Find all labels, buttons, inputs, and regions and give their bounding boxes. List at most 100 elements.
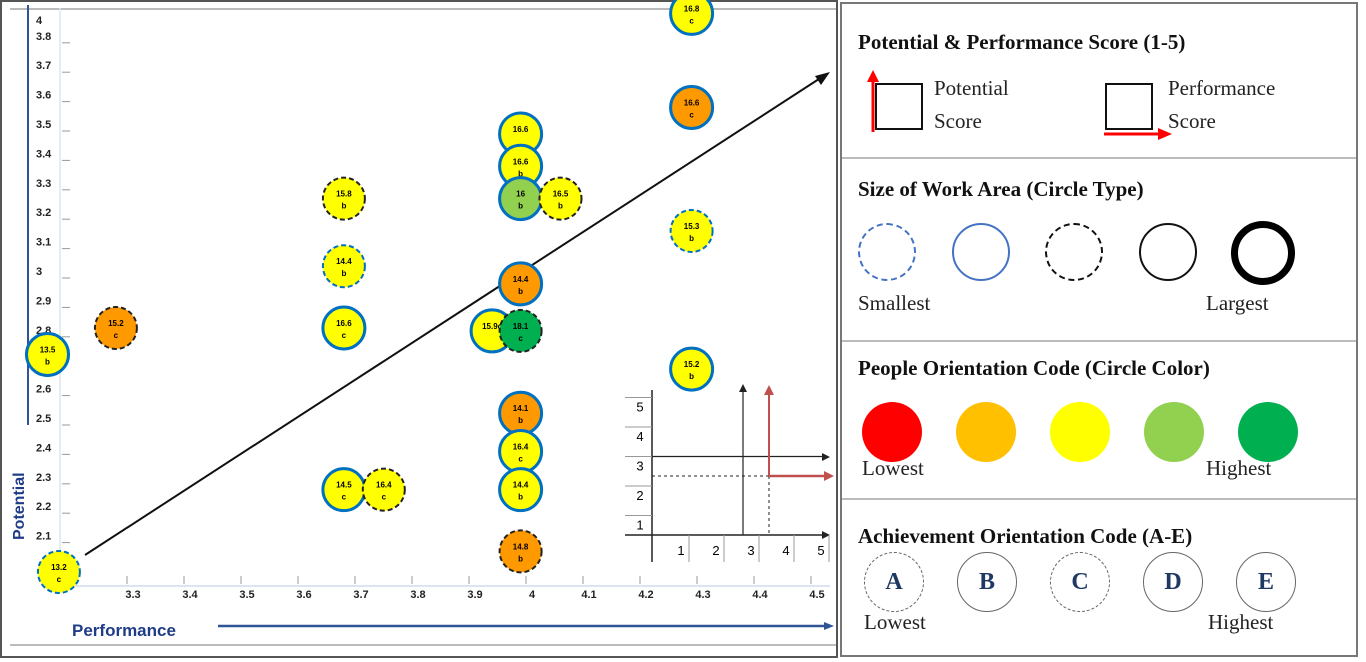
data-point: 15.8 b	[321, 176, 366, 221]
data-point-score: 16.8	[684, 4, 700, 13]
data-point-circle	[538, 176, 583, 221]
achievement-code-circle: E	[1236, 552, 1296, 612]
data-point-code: c	[518, 454, 523, 463]
data-point-code: c	[342, 493, 347, 502]
size-small-circle-icon	[952, 223, 1010, 281]
data-point-score: 16.6	[336, 319, 352, 328]
x-tick-label: 3.6	[296, 589, 311, 601]
x-tick-label: 3.7	[353, 589, 368, 601]
achievement-low-label: Lowest	[864, 610, 926, 634]
potential-score-icon	[867, 70, 923, 132]
legend-score-title: Potential & Performance Score (1-5)	[858, 30, 1186, 54]
y-tick-label: 3.7	[36, 60, 51, 72]
data-point-score: 14.4	[513, 481, 529, 490]
legend-people-title: People Orientation Code (Circle Color)	[858, 356, 1210, 380]
y-tick-label: 2.3	[36, 472, 51, 484]
data-point-score: 15.3	[684, 222, 700, 231]
data-point-circle	[25, 331, 70, 377]
data-point: 15.3 b	[669, 208, 714, 253]
data-point: 16.4 c	[498, 428, 544, 474]
data-point-code: b	[518, 287, 523, 296]
data-point-code: b	[518, 202, 523, 211]
data-point-code: c	[689, 110, 694, 119]
y-axis-label: Potential	[11, 472, 28, 540]
y-tick-label: 3	[36, 266, 42, 278]
data-point-code: b	[518, 493, 523, 502]
data-point-score: 13.5	[40, 345, 56, 354]
performance-score-label-1: Performance	[1168, 76, 1276, 100]
data-point-code: b	[341, 202, 346, 211]
data-point-score: 15.9c	[482, 322, 503, 331]
data-point-score: 18.1	[513, 322, 529, 331]
x-tick-label: 3.9	[467, 589, 482, 601]
data-point-circle	[36, 550, 81, 594]
performance-arrowhead-icon	[824, 622, 834, 630]
data-point-circle	[498, 308, 543, 353]
data-point-score: 13.2	[51, 563, 67, 572]
data-point-circle	[93, 305, 138, 350]
inset-y-tick-label: 2	[636, 488, 643, 503]
y-tick-label: 3.5	[36, 119, 51, 131]
performance-score-icon	[1104, 83, 1172, 140]
potential-score-label-1: Potential	[934, 76, 1009, 100]
size-low-label: Smallest	[858, 291, 931, 315]
y-tick-label: 3.6	[36, 90, 51, 102]
data-point: 16.6 c	[321, 305, 367, 351]
size-smallest-circle-icon	[858, 223, 916, 281]
y-tick-label: 2.2	[36, 501, 51, 513]
data-point-circle	[321, 244, 366, 289]
y-tick-label: 2.9	[36, 295, 51, 307]
people-color-circle-icon	[1144, 402, 1204, 462]
data-point-score: 14.4	[513, 275, 529, 284]
y-tick-label: 3.1	[36, 237, 51, 249]
data-point-code: b	[518, 554, 523, 563]
legend-score-section: Potential & Performance Score (1-5) Pote…	[842, 4, 1356, 159]
achievement-code-circle: B	[957, 552, 1017, 612]
data-point-circle	[669, 0, 715, 36]
data-point: 15.2 b	[669, 346, 715, 392]
data-point-score: 16.5	[553, 190, 569, 199]
data-point: 14.4 b	[321, 244, 366, 289]
data-point-code: c	[382, 493, 387, 502]
data-point-circle	[669, 346, 715, 392]
x-axis-label: Performance	[72, 621, 176, 640]
x-tick-label: 3.5	[239, 589, 254, 601]
data-point: 16.4 c	[361, 467, 406, 512]
data-point-code: b	[518, 416, 523, 425]
inset-x-tick-label: 4	[782, 543, 789, 558]
data-point-circle	[669, 208, 714, 253]
people-color-circle-icon	[862, 402, 922, 462]
y-tick-label: 3.8	[36, 31, 51, 43]
x-tick-label: 4.5	[809, 589, 824, 601]
y-tick-label: 3.3	[36, 178, 51, 190]
legend-size-section: Size of Work Area (Circle Type) Smallest…	[842, 159, 1356, 342]
people-low-label: Lowest	[862, 456, 924, 480]
x-tick-label: 3.8	[410, 589, 425, 601]
inset-x-tick-label: 3	[747, 543, 754, 558]
inset-red-right-arrowhead-icon	[824, 471, 834, 481]
data-point: 16.6 c	[669, 84, 715, 130]
data-point-score: 15.8	[336, 190, 352, 199]
y-tick-label: 2.5	[36, 413, 51, 425]
data-point: 14.4 b	[498, 261, 544, 307]
data-point-code: b	[45, 357, 50, 366]
achievement-code-circle: A	[864, 552, 924, 612]
data-point: 18.1 c	[498, 308, 543, 353]
data-point: 16.5 b	[538, 176, 583, 221]
data-point-score: 16.6	[513, 157, 529, 166]
inset-y-tick-label: 4	[636, 429, 643, 444]
people-color-circle-icon	[1238, 402, 1298, 462]
data-point-code: c	[114, 331, 119, 340]
data-point-code: b	[558, 202, 563, 211]
x-tick-label: 4.2	[638, 589, 653, 601]
data-point-circle	[669, 84, 715, 130]
legend-achievement-title: Achievement Orientation Code (A-E)	[858, 524, 1193, 548]
performance-potential-chart: Potential Performance 2.1 2.2 2.3 2.4 2.5 2.6…	[0, 0, 838, 658]
x-tick-label: 3.4	[182, 589, 198, 601]
legend-size-title: Size of Work Area (Circle Type)	[858, 177, 1144, 201]
data-point-score: 16.4	[513, 442, 529, 451]
inset-up-arrowhead-icon	[739, 384, 747, 392]
data-point: 15.2 c	[93, 305, 138, 350]
achievement-high-label: Highest	[1208, 610, 1274, 634]
data-point-circle	[321, 305, 367, 351]
